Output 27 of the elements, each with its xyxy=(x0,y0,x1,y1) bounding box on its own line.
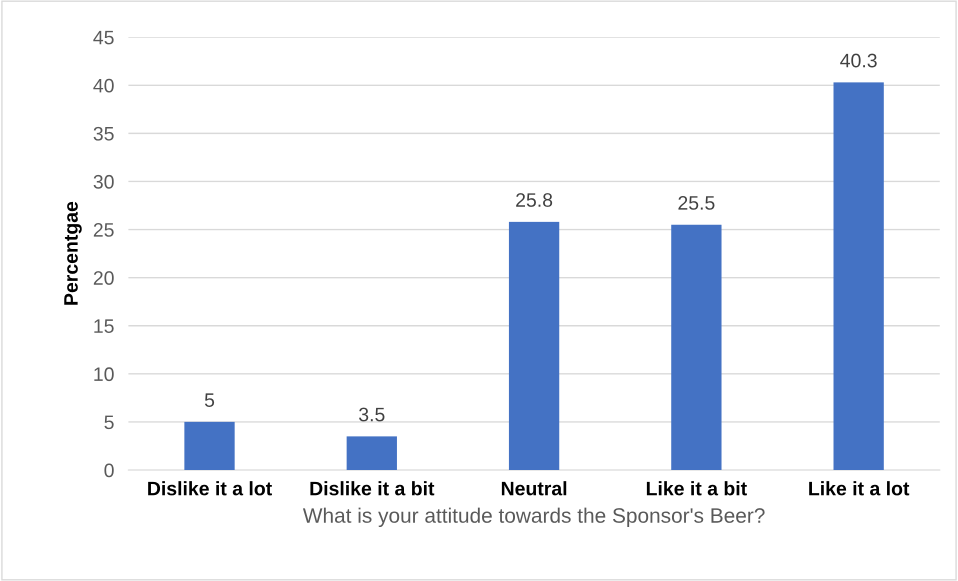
y-tick-label: 40 xyxy=(93,78,114,93)
bar xyxy=(508,222,560,470)
y-axis-title: Percentgae xyxy=(64,202,82,305)
y-tick-label: 25 xyxy=(94,223,114,237)
x-tick-label: Dislike it a lot xyxy=(148,481,272,496)
x-tick-label: Like it a bit xyxy=(646,481,747,496)
y-tick-label: 35 xyxy=(94,126,114,141)
bar xyxy=(834,82,884,470)
y-tick-label: 20 xyxy=(94,271,114,285)
data-label: 25.8 xyxy=(516,193,552,207)
bar xyxy=(184,422,235,470)
x-tick-label: Neutral xyxy=(502,481,566,496)
data-label: 5 xyxy=(204,393,214,407)
data-label: 40.3 xyxy=(840,54,877,68)
bar xyxy=(671,224,722,470)
y-tick-label: 5 xyxy=(104,416,114,430)
x-axis-title: What is your attitude towards the Sponsor's Beer? xyxy=(302,508,765,528)
y-tick-label: 30 xyxy=(94,174,114,189)
x-tick-label: Dislike it a bit xyxy=(310,481,434,496)
y-tick-label: 15 xyxy=(94,319,114,333)
data-label: 3.5 xyxy=(359,408,384,422)
bar xyxy=(346,436,397,470)
data-label: 25.5 xyxy=(678,196,714,210)
y-tick-label: 45 xyxy=(93,30,114,44)
y-tick-label: 0 xyxy=(104,463,114,478)
y-tick-label: 10 xyxy=(94,367,114,382)
x-tick-label: Like it a lot xyxy=(809,481,910,496)
